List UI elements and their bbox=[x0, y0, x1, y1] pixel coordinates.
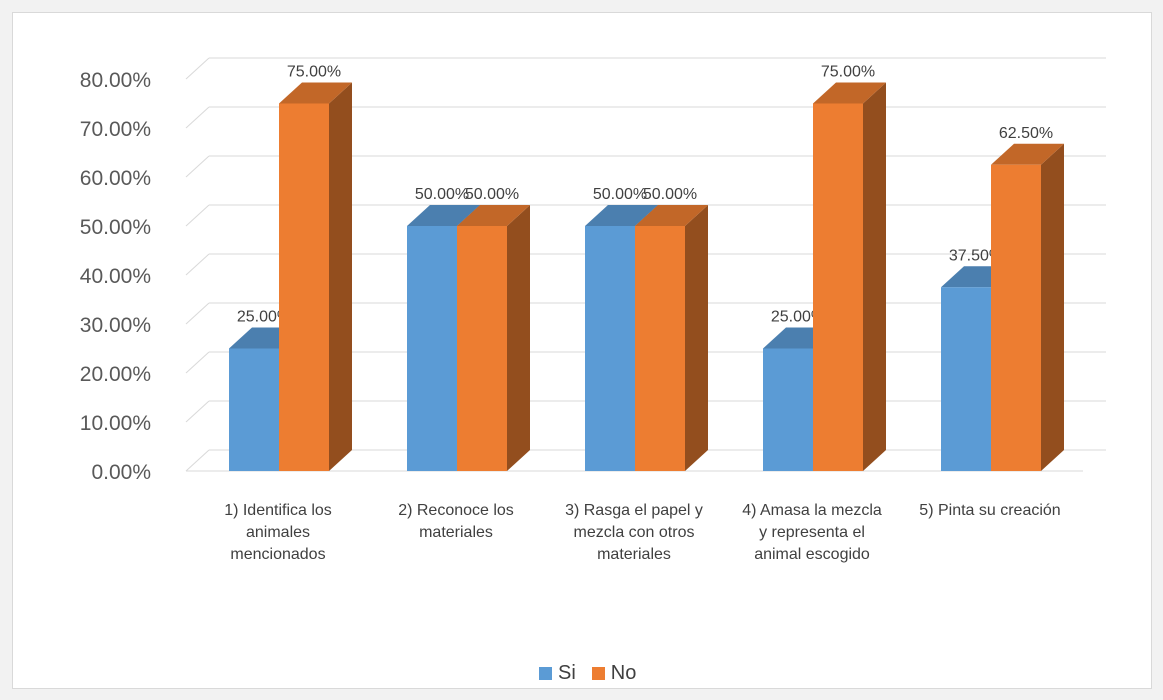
gridline-diag-3 bbox=[185, 302, 210, 325]
bar-si-2 bbox=[407, 226, 457, 471]
y-tick-label-1: 10.00% bbox=[80, 412, 151, 435]
y-tick-label-3: 30.00% bbox=[80, 314, 151, 337]
bar-no-3 bbox=[635, 226, 685, 471]
bar-side-no-3 bbox=[685, 205, 708, 471]
legend-item-no[interactable]: No bbox=[591, 661, 637, 685]
y-tick-label-0: 0.00% bbox=[91, 461, 151, 484]
bar-no-1 bbox=[279, 103, 329, 471]
data-label-si-5: 37.50% bbox=[949, 247, 1003, 264]
data-label-si-4: 25.00% bbox=[771, 309, 825, 326]
gridline-diag-2 bbox=[185, 351, 210, 374]
category-label-5: 5) Pinta su creación bbox=[919, 502, 1061, 519]
chart-plot: 0.00% 10.00% 20.00% 30.00% 40.00% 50.00% 60.00… bbox=[80, 57, 1106, 484]
y-tick-label-4: 40.00% bbox=[80, 265, 151, 288]
legend-label-no: No bbox=[610, 661, 637, 684]
bar-top-no-2 bbox=[457, 205, 530, 226]
y-tick-label-8: 80.00% bbox=[80, 69, 151, 92]
bar-top-no-3 bbox=[635, 205, 708, 226]
bar-no-2 bbox=[457, 226, 507, 471]
category-label-3: 3) Rasga el papel y mezcla con otros mat… bbox=[565, 502, 703, 563]
gridline-diag-4 bbox=[185, 253, 210, 276]
gridline-diag-0 bbox=[185, 449, 210, 472]
data-label-no-5: 62.50% bbox=[999, 125, 1053, 142]
bar-top-no-5 bbox=[991, 143, 1064, 165]
category-label-2: 2) Reconoce los materiales bbox=[398, 502, 514, 541]
data-label-si-2: 50.00% bbox=[415, 186, 469, 203]
y-tick-label-7: 70.00% bbox=[80, 118, 151, 141]
data-label-si-3: 50.00% bbox=[593, 186, 647, 203]
bar-side-no-1 bbox=[329, 82, 352, 471]
bar-top-si-3 bbox=[585, 205, 658, 226]
y-tick-label-5: 50.00% bbox=[80, 216, 151, 239]
bar-si-5 bbox=[941, 287, 991, 471]
gridline-diag-5 bbox=[185, 204, 210, 227]
bar-si-3 bbox=[585, 226, 635, 471]
gridline-diag-6 bbox=[185, 155, 210, 178]
bar-no-5 bbox=[991, 164, 1041, 471]
bar-si-1 bbox=[229, 348, 279, 471]
gridline-diag-1 bbox=[185, 400, 210, 423]
data-label-si-1: 25.00% bbox=[237, 309, 291, 326]
data-label-no-2: 50.00% bbox=[465, 186, 519, 203]
data-label-no-3: 50.00% bbox=[643, 186, 697, 203]
legend-item-si[interactable]: Si bbox=[539, 662, 576, 685]
category-label-1: 1) Identifica los animales mencionados bbox=[224, 502, 332, 563]
bar-side-no-2 bbox=[507, 205, 530, 471]
data-label-no-4: 75.00% bbox=[821, 64, 875, 81]
bar-side-no-4 bbox=[863, 82, 886, 471]
gridline-diag-7 bbox=[185, 106, 210, 129]
bar-top-no-4 bbox=[813, 82, 886, 104]
bar-side-no-5 bbox=[1041, 143, 1064, 471]
category-label-4: 4) Amasa la mezcla y representa el anima… bbox=[742, 502, 882, 563]
y-tick-label-2: 20.00% bbox=[80, 363, 151, 386]
data-label-no-1: 75.00% bbox=[287, 64, 341, 81]
bar-si-4 bbox=[763, 348, 813, 471]
chart-frame: 0.00% 10.00% 20.00% 30.00% 40.00% 50.00% 60.00… bbox=[12, 12, 1152, 689]
y-tick-label-6: 60.00% bbox=[80, 167, 151, 190]
bar-top-si-2 bbox=[407, 205, 480, 226]
gridline-diag-8 bbox=[185, 57, 210, 80]
legend-swatch-si bbox=[539, 666, 552, 680]
legend: Si No bbox=[539, 661, 652, 685]
bar-top-no-1 bbox=[279, 82, 352, 104]
bar-no-4 bbox=[813, 103, 863, 471]
legend-swatch-no bbox=[591, 666, 605, 680]
legend-label-si: Si bbox=[558, 661, 576, 684]
